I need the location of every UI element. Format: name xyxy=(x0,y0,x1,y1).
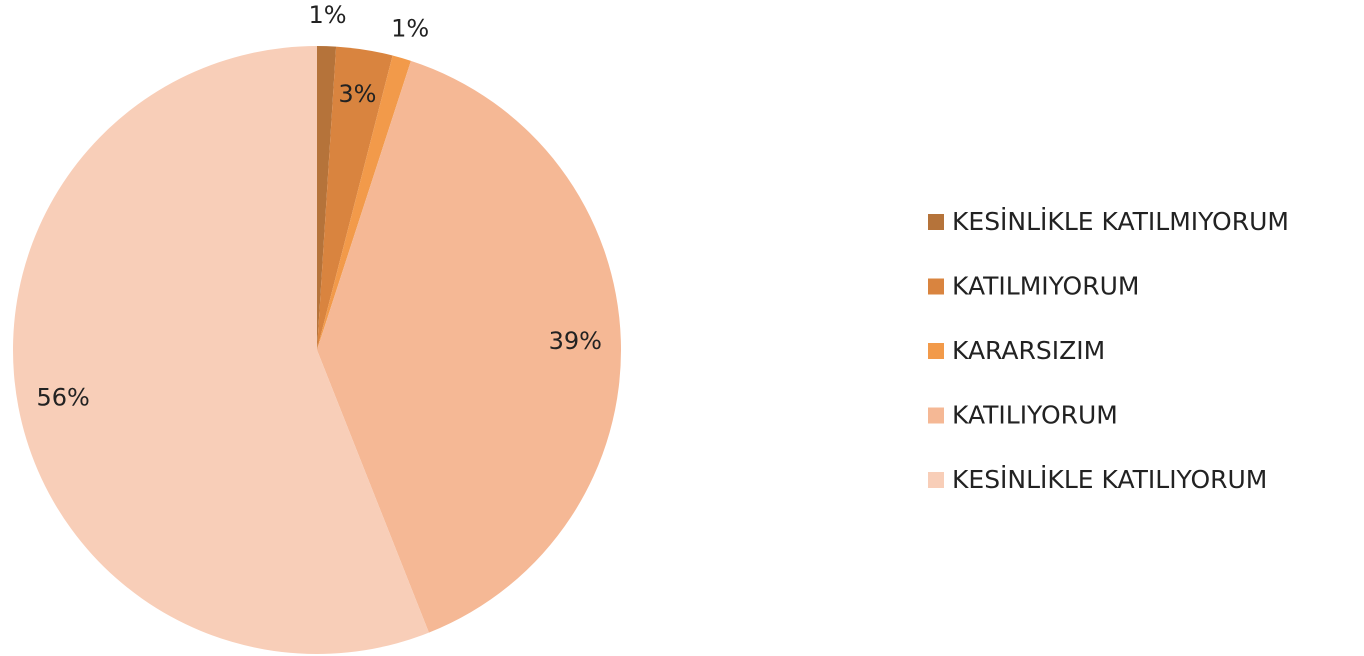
data-label: 56% xyxy=(37,383,90,411)
legend-swatch xyxy=(928,407,944,424)
legend-label: KARARSIZIM xyxy=(952,336,1105,365)
legend-label: KATILMIYORUM xyxy=(952,272,1139,301)
legend-swatch xyxy=(928,278,944,295)
pie-slice xyxy=(13,45,429,654)
data-label: 1% xyxy=(391,14,429,42)
data-label: 3% xyxy=(338,80,376,108)
pie-slice xyxy=(317,60,621,633)
legend-swatch xyxy=(928,214,944,230)
legend-label: KESİNLİKLE KATILIYORUM xyxy=(952,465,1267,494)
data-label: 1% xyxy=(308,1,346,29)
pie-slice xyxy=(317,55,411,350)
data-label: 39% xyxy=(549,327,602,355)
pie-slice xyxy=(317,46,393,350)
pie-slice xyxy=(317,46,337,350)
legend-swatch xyxy=(928,343,944,359)
legend-label: KESİNLİKLE KATILMIYORUM xyxy=(952,207,1289,236)
legend-label: KATILIYORUM xyxy=(952,401,1118,430)
legend-swatch xyxy=(928,472,944,488)
